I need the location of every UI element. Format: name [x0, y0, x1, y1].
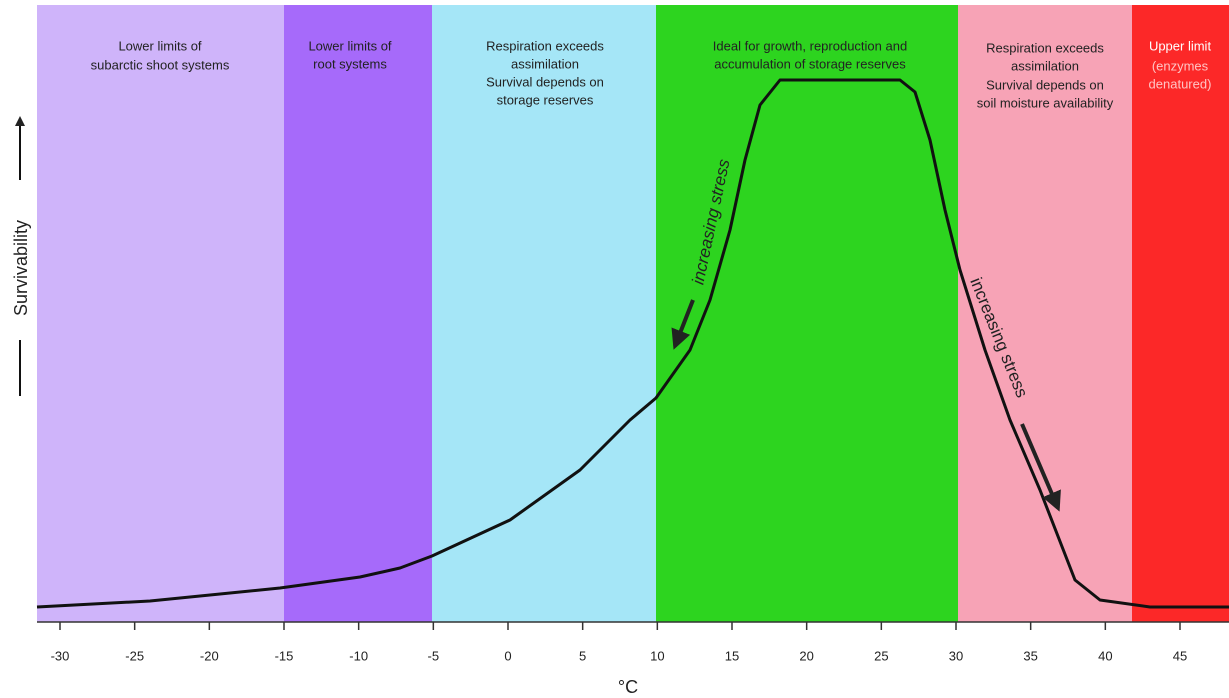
x-tick-label: 35: [1023, 648, 1037, 663]
band-text: denatured): [1149, 76, 1212, 91]
x-tick-label: -20: [200, 648, 219, 663]
arrow: [671, 299, 695, 350]
x-axis-label: °C: [618, 677, 638, 697]
band-text: soil moisture availability: [977, 95, 1114, 110]
band-text: Survival depends on: [486, 74, 604, 89]
band-text: accumulation of storage reserves: [714, 56, 906, 71]
x-tick-label: -5: [428, 648, 440, 663]
band: [37, 5, 284, 622]
band-text: root systems: [313, 56, 387, 71]
band-text: Survival depends on: [986, 77, 1104, 92]
band: [432, 5, 656, 622]
band-text: Lower limits of: [118, 38, 201, 53]
band-text: Lower limits of: [308, 38, 391, 53]
band-text: assimilation: [511, 56, 579, 71]
x-tick-label: -25: [125, 648, 144, 663]
x-tick-label: 0: [504, 648, 511, 663]
band-text: Ideal for growth, reproduction and: [713, 38, 907, 53]
x-tick-label: -30: [51, 648, 70, 663]
band-text: storage reserves: [497, 92, 594, 107]
band-text: assimilation: [1011, 58, 1079, 73]
band: [656, 5, 958, 622]
band-text: subarctic shoot systems: [91, 57, 230, 72]
x-tick-label: 25: [874, 648, 888, 663]
y-axis-label: Survivability: [11, 220, 31, 316]
arrow: [1020, 423, 1061, 512]
ticks: -30 -25 -20 -15 -10 -5 0 5 10 15 20 25 30 35 40 45: [51, 622, 1187, 663]
x-tick-label: 20: [799, 648, 813, 663]
x-tick-label: 45: [1173, 648, 1187, 663]
x-tick-label: 10: [650, 648, 664, 663]
band-text: Respiration exceeds: [486, 38, 604, 53]
x-tick-label: 5: [579, 648, 586, 663]
x-tick-label: -10: [349, 648, 368, 663]
x-tick-label: -15: [275, 648, 294, 663]
band: [284, 5, 432, 622]
band: [1132, 5, 1229, 622]
x-tick-label: 15: [725, 648, 739, 663]
band-text: Respiration exceeds: [986, 40, 1104, 55]
x-tick-label: 40: [1098, 648, 1112, 663]
survival-curve: [36, 78, 1229, 609]
x-tick-label: 30: [949, 648, 963, 663]
band: [958, 5, 1132, 622]
band-text: (enzymes: [1152, 58, 1209, 73]
band-text: Upper limit: [1149, 38, 1212, 53]
